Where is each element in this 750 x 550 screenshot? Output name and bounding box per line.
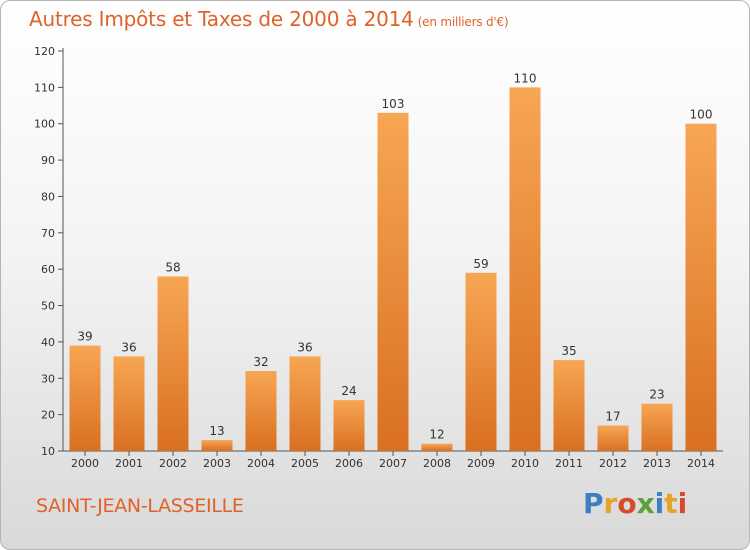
proxiti-logo: Proxiti <box>583 487 687 520</box>
data-label: 39 <box>77 330 92 344</box>
bar <box>685 123 717 452</box>
x-tick-label: 2007 <box>379 457 407 470</box>
y-tick-label: 50 <box>41 300 55 313</box>
data-label: 110 <box>514 71 537 85</box>
y-tick-label: 80 <box>41 190 55 203</box>
bar <box>333 400 365 451</box>
bar <box>289 356 321 451</box>
bar <box>509 87 541 451</box>
y-tick-label: 30 <box>41 372 55 385</box>
x-tick-label: 2009 <box>467 457 495 470</box>
x-tick-label: 2003 <box>203 457 231 470</box>
data-label: 17 <box>605 410 620 424</box>
bar <box>157 276 189 451</box>
chart-title-text: Autres Impôts et Taxes de 2000 à 2014 <box>29 7 414 31</box>
y-tick-label: 40 <box>41 336 55 349</box>
data-label: 23 <box>649 388 664 402</box>
x-tick-label: 2011 <box>555 457 583 470</box>
y-tick-label: 100 <box>34 118 55 131</box>
y-tick-label: 20 <box>41 409 55 422</box>
x-tick-label: 2004 <box>247 457 275 470</box>
chart-title: Autres Impôts et Taxes de 2000 à 2014 (en… <box>29 7 509 31</box>
x-tick-label: 2001 <box>115 457 143 470</box>
x-tick-label: 2012 <box>599 457 627 470</box>
logo-letter: x <box>636 487 655 520</box>
y-tick-label: 70 <box>41 227 55 240</box>
data-label: 36 <box>297 340 312 354</box>
logo-letter: P <box>583 487 604 520</box>
data-label: 36 <box>121 340 136 354</box>
data-label: 24 <box>341 384 356 398</box>
chart-unit: (en milliers d'€) <box>417 15 509 29</box>
bar <box>641 403 673 451</box>
bar <box>113 356 145 451</box>
bar <box>377 112 409 452</box>
data-label: 58 <box>165 260 180 274</box>
x-tick-label: 2000 <box>71 457 99 470</box>
bar <box>201 440 233 451</box>
data-label: 35 <box>561 344 576 358</box>
data-label: 103 <box>382 97 405 111</box>
x-tick-label: 2006 <box>335 457 363 470</box>
y-tick-label: 10 <box>41 445 55 458</box>
bar <box>421 443 453 451</box>
bar <box>69 345 101 451</box>
x-tick-label: 2008 <box>423 457 451 470</box>
y-tick-label: 60 <box>41 263 55 276</box>
x-tick-label: 2014 <box>687 457 715 470</box>
data-label: 32 <box>253 355 268 369</box>
logo-letter: i <box>677 487 688 520</box>
x-tick-label: 2010 <box>511 457 539 470</box>
commune-name: SAINT-JEAN-LASSEILLE <box>36 495 244 517</box>
x-tick-label: 2013 <box>643 457 671 470</box>
x-tick-label: 2005 <box>291 457 319 470</box>
logo-letter: t <box>664 487 678 520</box>
logo-letter: r <box>603 487 618 520</box>
y-tick-label: 120 <box>34 45 55 58</box>
data-label: 100 <box>690 108 713 122</box>
bar <box>553 360 585 451</box>
y-tick-label: 90 <box>41 154 55 167</box>
bar <box>465 272 497 451</box>
bar <box>597 425 629 451</box>
data-label: 13 <box>209 424 224 438</box>
logo-letter: o <box>617 487 637 520</box>
logo-letter: i <box>654 487 665 520</box>
y-tick-label: 110 <box>34 81 55 94</box>
data-label: 12 <box>429 428 444 442</box>
x-tick-label: 2002 <box>159 457 187 470</box>
bar <box>245 371 277 451</box>
data-label: 59 <box>473 257 488 271</box>
